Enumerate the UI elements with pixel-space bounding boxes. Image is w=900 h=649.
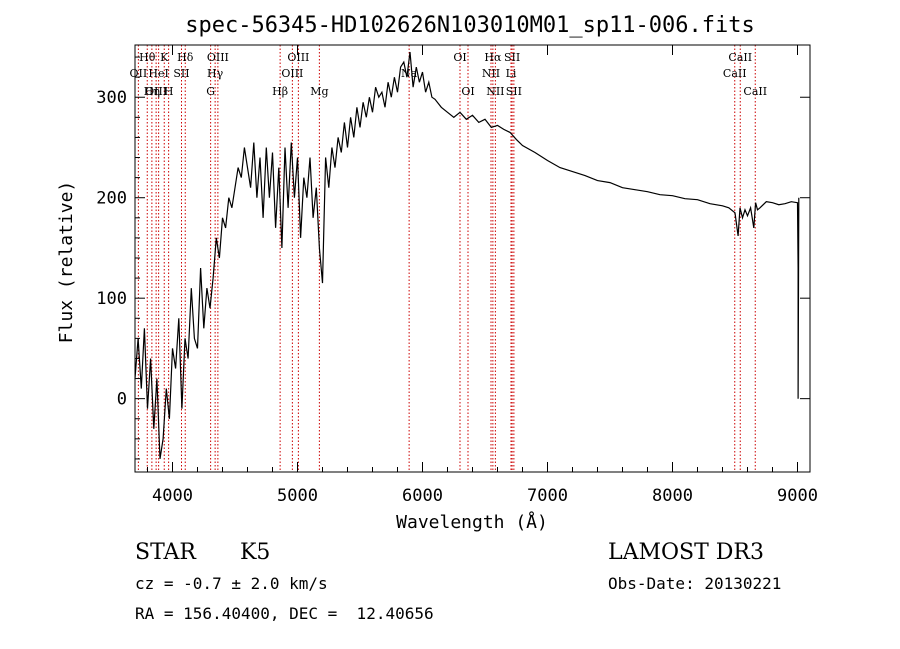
line-label-14: OIII xyxy=(281,67,303,80)
y-tick-label-2: 200 xyxy=(96,189,127,209)
coordinates: RA = 156.40400, DEC = 12.40656 xyxy=(135,604,434,623)
spectrum-line xyxy=(134,51,800,459)
line-label-3: HeI xyxy=(148,67,168,80)
obs-date: Obs-Date: 20130221 xyxy=(608,574,782,593)
y-axis-label: Flux (relative) xyxy=(56,181,77,344)
line-label-9: OIII xyxy=(207,51,229,64)
line-label-2: OIII xyxy=(145,85,167,98)
line-label-0: Hθ xyxy=(139,51,156,64)
y-tick-label-3: 300 xyxy=(96,88,127,108)
line-label-1: OII xyxy=(130,67,148,80)
x-tick-label-0: 4000 xyxy=(152,486,193,506)
line-label-26: CaII xyxy=(723,67,747,80)
redshift-text: cz = -0.7 ± 2.0 km/s xyxy=(135,574,328,593)
line-label-10: Hγ xyxy=(207,67,224,80)
line-label-11: G xyxy=(206,85,215,98)
line-label-17: OI xyxy=(453,51,466,64)
emission-line-markers xyxy=(137,45,756,472)
x-tick-label-3: 7000 xyxy=(527,486,568,506)
chart-title: spec-56345-HD102626N103010M01_sp11-006.f… xyxy=(185,13,755,38)
line-label-13: OIII xyxy=(287,51,309,64)
line-label-24: SII xyxy=(506,85,522,98)
line-label-27: CaII xyxy=(743,85,767,98)
line-label-21: NII xyxy=(482,67,500,80)
line-label-22: Li xyxy=(506,67,517,80)
line-label-7: H xyxy=(164,85,174,98)
line-label-4: Hη xyxy=(144,85,160,98)
y-axis-ticks: 0 100 200 300 xyxy=(96,56,810,460)
x-tick-label-4: 8000 xyxy=(652,486,693,506)
line-label-18: OI xyxy=(461,85,474,98)
line-label-23: NII xyxy=(486,85,504,98)
x-tick-label-5: 9000 xyxy=(777,486,818,506)
plot-frame xyxy=(134,44,811,473)
line-label-25: CaII xyxy=(728,51,752,64)
line-label-15: Mg xyxy=(310,85,328,98)
object-class: STAR xyxy=(135,540,196,565)
x-tick-label-1: 5000 xyxy=(277,486,318,506)
line-label-5: K xyxy=(160,51,169,64)
line-label-12: Hβ xyxy=(272,85,288,98)
line-label-8: Hδ xyxy=(177,51,194,64)
line-label-6: SII xyxy=(173,67,189,80)
emission-line-labels: Hθ OII OIII HeI Hη K SII H Hδ OIII Hγ G Hβ OIII OIII Mg… xyxy=(130,51,768,98)
subclass: K5 xyxy=(240,540,271,565)
x-axis-label: Wavelength (Å) xyxy=(396,511,548,533)
line-label-20: SII xyxy=(504,51,520,64)
line-label-19: Hα xyxy=(484,51,502,64)
y-tick-label-1: 100 xyxy=(96,289,127,309)
y-tick-label-0: 0 xyxy=(117,390,127,410)
x-axis-ticks: 4000 5000 6000 7000 8000 9000 xyxy=(147,45,818,506)
survey-name: LAMOST DR3 xyxy=(608,540,764,565)
x-tick-label-2: 6000 xyxy=(402,486,443,506)
